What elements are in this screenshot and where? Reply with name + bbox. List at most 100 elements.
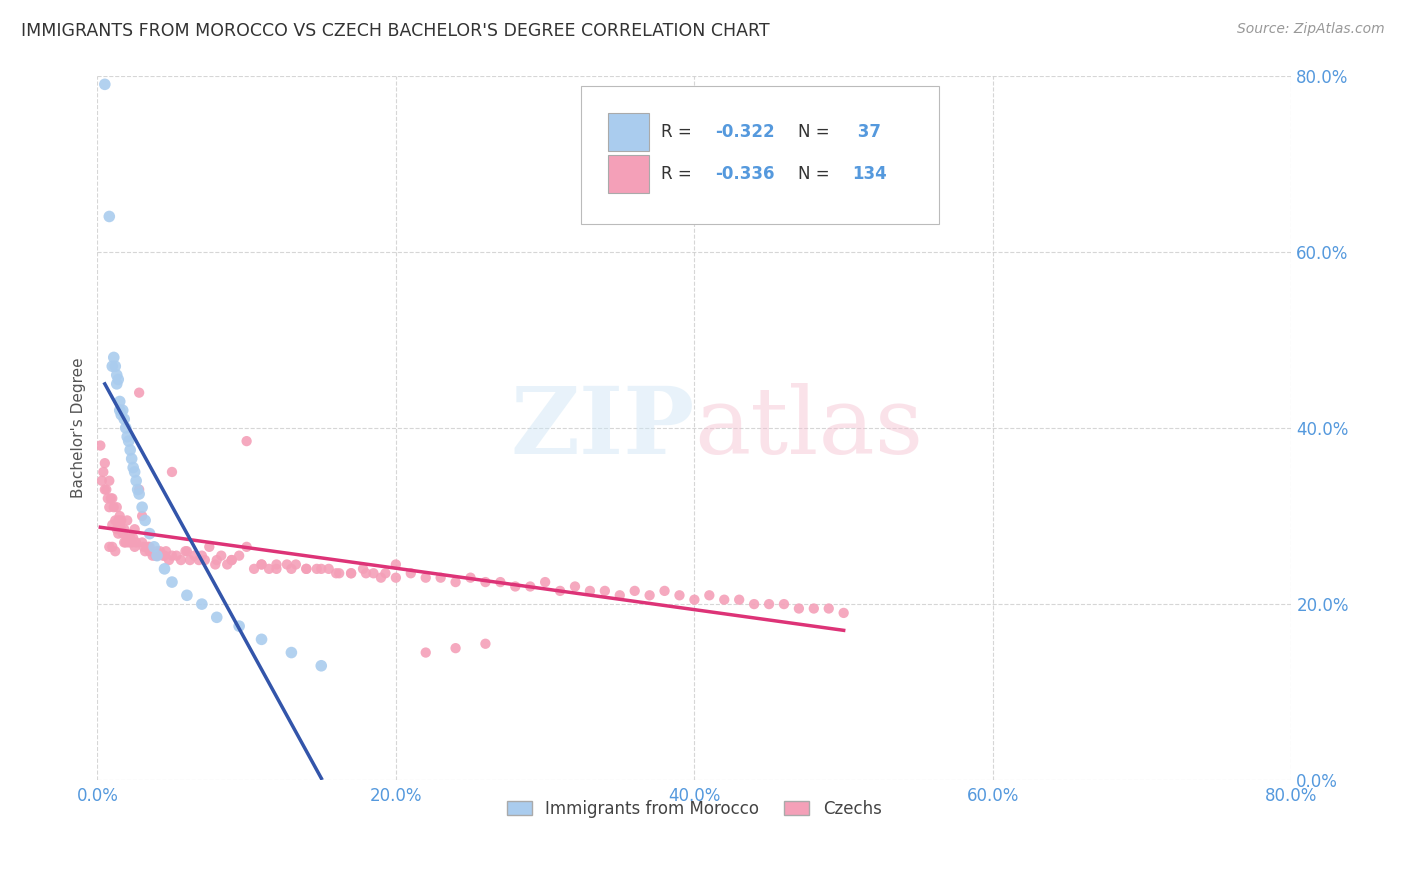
Point bbox=[194, 553, 217, 567]
Point bbox=[654, 583, 676, 598]
Point bbox=[136, 540, 159, 554]
Point bbox=[221, 553, 243, 567]
Point bbox=[609, 588, 631, 602]
Point bbox=[787, 601, 810, 615]
Text: 134: 134 bbox=[852, 165, 887, 183]
Point bbox=[243, 562, 266, 576]
Text: R =: R = bbox=[661, 165, 697, 183]
Text: -0.336: -0.336 bbox=[714, 165, 775, 183]
Point bbox=[280, 562, 302, 576]
FancyBboxPatch shape bbox=[609, 113, 650, 151]
Point bbox=[187, 553, 209, 567]
Point bbox=[385, 571, 408, 585]
Point bbox=[112, 535, 135, 549]
Point bbox=[205, 553, 228, 567]
Text: N =: N = bbox=[799, 123, 835, 141]
Point bbox=[149, 544, 172, 558]
Point bbox=[415, 646, 437, 660]
Point bbox=[105, 522, 128, 536]
Point bbox=[295, 562, 318, 576]
Point bbox=[124, 465, 146, 479]
Point bbox=[125, 535, 148, 549]
Point bbox=[183, 549, 205, 563]
Point bbox=[817, 601, 839, 615]
Point bbox=[276, 558, 298, 572]
Point bbox=[146, 549, 169, 563]
Point bbox=[429, 571, 451, 585]
Point bbox=[100, 491, 122, 506]
Point bbox=[142, 549, 165, 563]
Point bbox=[318, 562, 340, 576]
Point bbox=[127, 483, 149, 497]
Point bbox=[370, 571, 392, 585]
Point bbox=[146, 549, 169, 563]
Point bbox=[108, 517, 131, 532]
Point bbox=[122, 460, 145, 475]
Point bbox=[120, 442, 142, 457]
Point bbox=[120, 531, 142, 545]
Point bbox=[152, 549, 174, 563]
Text: R =: R = bbox=[661, 123, 697, 141]
Point bbox=[157, 553, 180, 567]
Point bbox=[94, 456, 117, 470]
Point bbox=[121, 451, 143, 466]
Point bbox=[146, 544, 169, 558]
Point bbox=[90, 474, 112, 488]
Text: -0.322: -0.322 bbox=[714, 123, 775, 141]
Point bbox=[250, 558, 273, 572]
Point bbox=[191, 549, 214, 563]
Point bbox=[98, 500, 121, 515]
Point bbox=[134, 544, 156, 558]
Point bbox=[354, 566, 377, 581]
Point bbox=[107, 526, 129, 541]
Point bbox=[374, 566, 396, 581]
Point bbox=[325, 566, 347, 581]
Point bbox=[280, 646, 302, 660]
Point bbox=[115, 513, 138, 527]
Point bbox=[385, 558, 408, 572]
Point bbox=[104, 513, 127, 527]
Point bbox=[101, 517, 124, 532]
Point bbox=[124, 522, 146, 536]
Point bbox=[98, 210, 121, 224]
Point bbox=[519, 579, 541, 593]
Point bbox=[228, 619, 250, 633]
Point bbox=[128, 487, 150, 501]
Point bbox=[204, 558, 226, 572]
Text: atlas: atlas bbox=[695, 383, 924, 473]
Point bbox=[742, 597, 765, 611]
Point bbox=[474, 575, 496, 590]
Point bbox=[758, 597, 780, 611]
Point bbox=[534, 575, 557, 590]
Point bbox=[153, 549, 176, 563]
Text: Source: ZipAtlas.com: Source: ZipAtlas.com bbox=[1237, 22, 1385, 37]
Point bbox=[105, 368, 128, 382]
Point bbox=[131, 535, 153, 549]
Point bbox=[309, 658, 332, 673]
Point bbox=[143, 540, 166, 554]
Point bbox=[340, 566, 363, 581]
Point bbox=[98, 540, 121, 554]
Point bbox=[138, 540, 160, 554]
Point bbox=[131, 508, 153, 523]
Point bbox=[132, 540, 155, 554]
Point bbox=[115, 430, 138, 444]
Point bbox=[160, 575, 183, 590]
Point bbox=[160, 465, 183, 479]
Text: IMMIGRANTS FROM MOROCCO VS CZECH BACHELOR'S DEGREE CORRELATION CHART: IMMIGRANTS FROM MOROCCO VS CZECH BACHELO… bbox=[21, 22, 769, 40]
Point bbox=[803, 601, 825, 615]
FancyBboxPatch shape bbox=[581, 87, 939, 224]
FancyBboxPatch shape bbox=[609, 155, 650, 194]
Point bbox=[340, 566, 363, 581]
Point bbox=[579, 583, 602, 598]
Point bbox=[713, 592, 735, 607]
Point bbox=[108, 403, 131, 417]
Point bbox=[103, 500, 125, 515]
Text: N =: N = bbox=[799, 165, 835, 183]
Point bbox=[176, 588, 198, 602]
Point bbox=[166, 549, 188, 563]
Y-axis label: Bachelor's Degree: Bachelor's Degree bbox=[72, 358, 86, 499]
Point bbox=[198, 540, 221, 554]
Point bbox=[104, 359, 127, 374]
Point bbox=[111, 403, 134, 417]
